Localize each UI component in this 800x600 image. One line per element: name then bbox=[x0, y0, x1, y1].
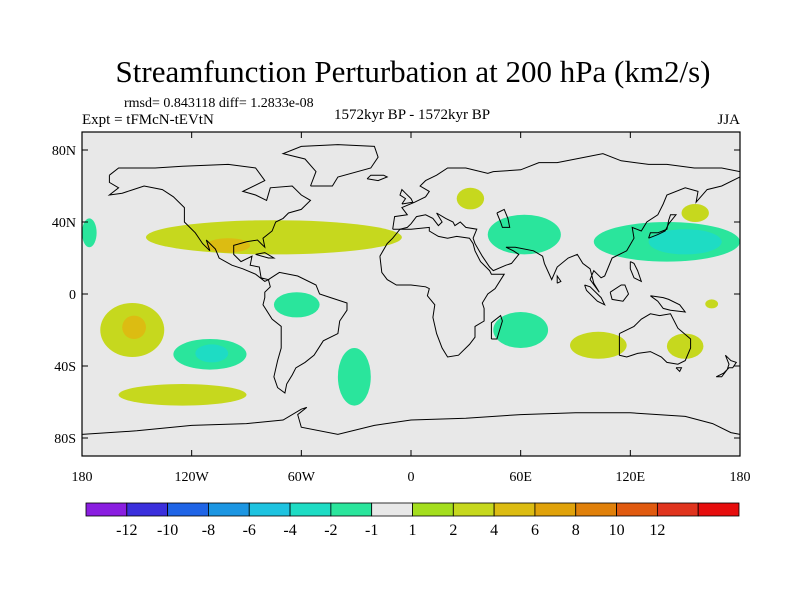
coastline-great-britain bbox=[399, 188, 414, 205]
coastline-australia bbox=[618, 313, 692, 365]
colorbar-label: 4 bbox=[490, 522, 498, 539]
colorbar-segment bbox=[412, 502, 454, 517]
colorbar-segment bbox=[208, 502, 250, 517]
region-south-indian-positive bbox=[570, 331, 627, 359]
x-tick-label: 60W bbox=[288, 470, 316, 485]
y-tick-label: 0 bbox=[69, 288, 76, 303]
stats-line: rmsd= 0.843118 diff= 1.2833e-08 bbox=[124, 96, 314, 111]
chart-title: Streamfunction Perturbation at 200 hPa (… bbox=[116, 54, 711, 89]
coastline-sumatra bbox=[584, 284, 606, 306]
colorbar-segment bbox=[656, 502, 699, 517]
x-tick-label: 120W bbox=[175, 470, 210, 485]
coastline-borneo bbox=[609, 284, 630, 302]
coastline-madagascar bbox=[490, 314, 503, 340]
region-south-atlantic-negative bbox=[337, 348, 371, 406]
colorbar-segment bbox=[289, 502, 332, 517]
coastline-eurasia bbox=[392, 153, 741, 293]
colorbar-label: 10 bbox=[609, 522, 625, 539]
x-tick-label: 0 bbox=[408, 470, 415, 485]
colorbar-segment bbox=[616, 502, 658, 517]
map-background bbox=[82, 132, 740, 456]
colorbar-segment bbox=[126, 502, 169, 517]
coastline-new-guinea bbox=[650, 295, 687, 313]
period-label: 1572kyr BP - 1572kyr BP bbox=[334, 107, 490, 123]
coastline-japan bbox=[648, 214, 678, 239]
region-southeast-pacific-core bbox=[195, 344, 229, 363]
contour-regions bbox=[82, 187, 741, 406]
colorbar-segment bbox=[248, 502, 291, 517]
coastline-tasmania bbox=[675, 367, 683, 373]
coastline-greenland bbox=[281, 144, 379, 187]
coastline-cuba bbox=[255, 252, 276, 259]
coastlines bbox=[81, 144, 741, 435]
coastline-sri-lanka bbox=[556, 274, 562, 284]
coastline-iceland bbox=[366, 174, 389, 182]
colorbar-segment bbox=[452, 502, 495, 517]
colorbar-segment bbox=[371, 502, 413, 517]
axis-ticks: 180 120W 60W 0 60E 120E 180 80N 40N 0 40S 80S bbox=[52, 132, 751, 485]
colorbar-label: -6 bbox=[243, 522, 256, 539]
colorbar-segment bbox=[493, 502, 536, 517]
region-tropical-atlantic-negative bbox=[273, 292, 320, 318]
colorbar-label: -4 bbox=[283, 522, 296, 539]
colorbar-label: 1 bbox=[409, 522, 417, 539]
colorbar-segment bbox=[167, 502, 209, 517]
colorbar-label: -1 bbox=[365, 522, 378, 539]
colorbar-label: -10 bbox=[157, 522, 178, 539]
region-coral-sea-positive bbox=[705, 299, 719, 309]
colorbar-label: 12 bbox=[649, 522, 665, 539]
x-tick-label: 180 bbox=[72, 470, 93, 485]
region-dateline-west-negative bbox=[82, 218, 97, 248]
region-south-pacific-band-positive bbox=[118, 384, 247, 406]
x-tick-label: 60E bbox=[509, 470, 532, 485]
coastline-philippines bbox=[629, 261, 643, 283]
colorbar-segment bbox=[85, 502, 128, 517]
colorbar-label: 8 bbox=[572, 522, 580, 539]
region-east-mediterranean-positive bbox=[456, 187, 485, 210]
coastline-caspian-sea bbox=[496, 208, 511, 228]
experiment-label: Expt = tFMcN-tEVtN bbox=[82, 112, 214, 128]
region-gulf-of-mexico-core bbox=[206, 238, 251, 253]
region-australia-positive bbox=[666, 333, 704, 359]
colorbar-label: -2 bbox=[324, 522, 337, 539]
x-tick-label: 120E bbox=[616, 470, 646, 485]
colorbar-label: 2 bbox=[449, 522, 457, 539]
colorbar-segment bbox=[575, 502, 617, 517]
coastline-africa bbox=[379, 226, 506, 358]
season-label: JJA bbox=[717, 112, 740, 128]
coastline-antarctica bbox=[81, 406, 741, 435]
colorbar-label: -12 bbox=[116, 522, 137, 539]
colorbar-segment bbox=[330, 502, 373, 517]
region-central-pacific-core bbox=[122, 315, 146, 339]
colorbar-segment bbox=[534, 502, 577, 517]
coastline-south-america bbox=[262, 271, 348, 394]
region-west-pacific-core bbox=[648, 229, 722, 255]
colorbar-label: -8 bbox=[202, 522, 215, 539]
x-tick-label: 180 bbox=[730, 470, 751, 485]
coastline-north-america bbox=[107, 163, 312, 282]
region-north-pacific-positive bbox=[681, 204, 709, 222]
colorbar-label: 6 bbox=[531, 522, 539, 539]
y-tick-label: 40N bbox=[52, 216, 76, 231]
coastline-new-zealand bbox=[715, 354, 738, 378]
y-tick-label: 80S bbox=[54, 432, 76, 447]
y-tick-label: 80N bbox=[52, 144, 76, 159]
colorbar-segment bbox=[697, 502, 740, 517]
colorbar: -12 -10 -8 -6 -4 -2 -1 1 2 4 6 8 10 12 bbox=[85, 502, 740, 539]
y-tick-label: 40S bbox=[54, 360, 76, 375]
region-madagascar-negative bbox=[493, 312, 549, 348]
region-middle-east-negative bbox=[487, 214, 561, 255]
